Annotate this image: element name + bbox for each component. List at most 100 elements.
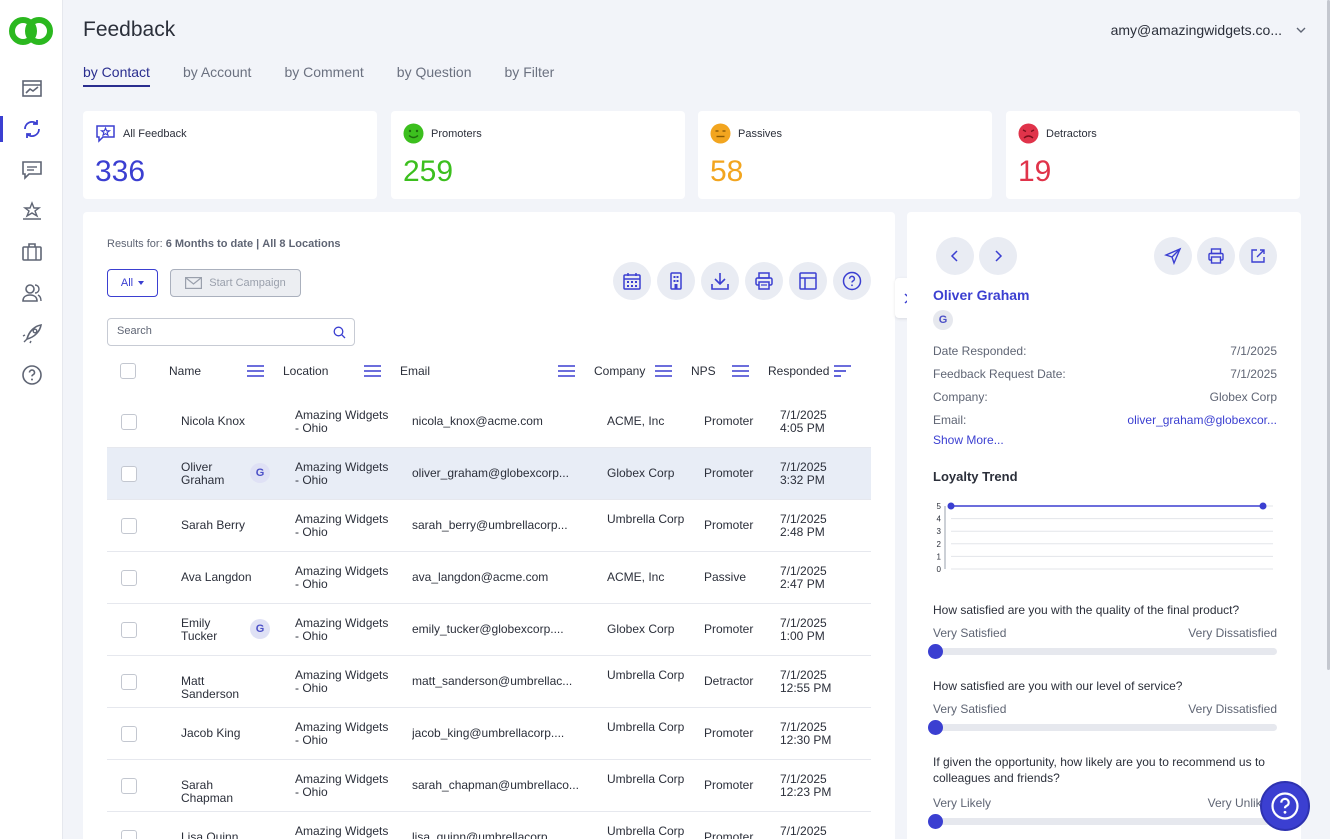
help-chat-button[interactable] (1260, 781, 1310, 831)
slider-knob[interactable] (928, 644, 943, 659)
email-cell: nicola_knox@acme.com (412, 415, 543, 428)
trend-point[interactable] (947, 502, 955, 510)
nav-contacts-icon[interactable] (0, 276, 63, 310)
row-checkbox[interactable] (121, 414, 137, 430)
show-more-link[interactable]: Show More... (933, 433, 1004, 447)
answer-slider[interactable] (928, 720, 1277, 735)
table-row[interactable]: Sarah Berry Amazing Widgets - Ohio sarah… (107, 500, 871, 552)
column-menu-icon[interactable] (558, 364, 575, 378)
page-scrollbar[interactable] (1327, 0, 1330, 670)
nav-feedback-icon[interactable] (0, 112, 63, 146)
email-cell: sarah_berry@umbrellacorp... (412, 519, 568, 532)
table-row[interactable]: Nicola Knox Amazing Widgets - Ohio nicol… (107, 396, 871, 448)
contact-name[interactable]: Nicola Knox (181, 414, 246, 428)
table-row[interactable]: Emily Tucker G Amazing Widgets - Ohio em… (107, 604, 871, 656)
tab-by-contact[interactable]: by Contact (83, 64, 150, 87)
brand-logo[interactable] (8, 14, 54, 48)
responded-time: 12:55 PM (780, 681, 832, 695)
column-menu-icon[interactable] (655, 364, 672, 378)
contact-name[interactable]: Lisa Quinn (181, 830, 239, 839)
row-checkbox[interactable] (121, 778, 137, 794)
search-icon[interactable] (333, 326, 346, 339)
user-menu[interactable]: amy@amazingwidgets.co... (1111, 22, 1306, 38)
print-contact-button[interactable] (1197, 237, 1235, 275)
sort-desc-icon[interactable] (834, 364, 851, 378)
contact-name[interactable]: Matt Sanderson (181, 674, 240, 701)
tab-by-comment[interactable]: by Comment (284, 64, 364, 80)
calendar-icon (623, 273, 641, 290)
trend-point[interactable] (1259, 502, 1267, 510)
locations-button[interactable] (657, 262, 695, 300)
contact-name[interactable]: Sarah Berry (181, 518, 246, 532)
all-filter-dropdown[interactable]: All (107, 269, 158, 297)
nav-briefcase-icon[interactable] (0, 235, 63, 269)
table-row[interactable]: Ava Langdon Amazing Widgets - Ohio ava_l… (107, 552, 871, 604)
table-row[interactable]: Sarah Chapman Amazing Widgets - Ohio sar… (107, 760, 871, 812)
previous-contact-button[interactable] (936, 237, 974, 275)
tab-by-filter[interactable]: by Filter (504, 64, 555, 80)
date-range-button[interactable] (613, 262, 651, 300)
email-link[interactable]: oliver_graham@globexcor... (1127, 413, 1277, 427)
column-name[interactable]: Name (169, 364, 202, 378)
print-button[interactable] (745, 262, 783, 300)
column-company[interactable]: Company (594, 364, 646, 378)
nav-dashboard-icon[interactable] (0, 71, 63, 105)
row-checkbox[interactable] (121, 674, 137, 690)
responded-date: 7/1/2025 (780, 668, 827, 682)
nav-reviews-icon[interactable] (0, 194, 63, 228)
contact-name[interactable]: Oliver Graham (181, 460, 225, 487)
answer-slider[interactable] (928, 644, 1277, 659)
column-menu-icon[interactable] (247, 364, 264, 378)
help-button[interactable] (833, 262, 871, 300)
kpi-detractors[interactable]: Detractors 19 (1006, 111, 1300, 199)
start-campaign-button[interactable]: Start Campaign (170, 269, 301, 297)
row-checkbox[interactable] (121, 622, 137, 638)
table-row[interactable]: Matt Sanderson Amazing Widgets - Ohio ma… (107, 656, 871, 708)
column-email[interactable]: Email (400, 364, 431, 378)
layout-button[interactable] (789, 262, 827, 300)
tab-by-account[interactable]: by Account (182, 64, 252, 80)
responded-time: 2:48 PM (780, 525, 825, 539)
kpi-passives[interactable]: Passives 58 (698, 111, 992, 199)
contact-name[interactable]: Oliver Graham (933, 287, 1030, 303)
slider-knob[interactable] (928, 720, 943, 735)
answer-slider[interactable] (928, 814, 1277, 829)
location-cell: Amazing Widgets - Ohio (295, 564, 389, 591)
table-row[interactable]: Jacob King Amazing Widgets - Ohio jacob_… (107, 708, 871, 760)
nav-help-icon[interactable] (0, 358, 63, 392)
contact-name[interactable]: Emily Tucker (181, 616, 218, 643)
kpi-all-feedback[interactable]: All Feedback 336 (83, 111, 377, 199)
row-checkbox[interactable] (121, 726, 137, 742)
column-responded[interactable]: Responded (768, 364, 830, 378)
slider-knob[interactable] (928, 814, 943, 829)
question-icon (842, 271, 862, 291)
column-location[interactable]: Location (283, 364, 329, 378)
next-contact-button[interactable] (979, 237, 1017, 275)
contact-name[interactable]: Sarah Chapman (181, 778, 234, 805)
open-external-button[interactable] (1239, 237, 1277, 275)
tab-by-question[interactable]: by Question (396, 64, 472, 80)
contact-name[interactable]: Jacob King (181, 726, 241, 740)
row-checkbox[interactable] (121, 466, 137, 482)
nav-comments-icon[interactable] (0, 153, 63, 187)
column-menu-icon[interactable] (364, 364, 381, 378)
search-input[interactable] (117, 325, 317, 337)
send-button[interactable] (1154, 237, 1192, 275)
row-checkbox[interactable] (121, 518, 137, 534)
row-checkbox[interactable] (121, 830, 137, 839)
table-row[interactable]: Lisa Quinn Amazing Widgets - Ohio lisa_q… (107, 812, 871, 839)
row-checkbox[interactable] (121, 570, 137, 586)
table-row[interactable]: Oliver Graham G Amazing Widgets - Ohio o… (107, 448, 871, 500)
column-nps[interactable]: NPS (691, 364, 716, 378)
select-all-checkbox[interactable] (120, 363, 136, 379)
kpi-label: Passives (738, 128, 783, 140)
kpi-promoters[interactable]: Promoters 259 (391, 111, 685, 199)
printer-icon (1208, 248, 1224, 264)
nps-cell: Promoter (704, 830, 754, 839)
download-button[interactable] (701, 262, 739, 300)
detail-company: Company: Globex Corp (933, 390, 1277, 404)
column-menu-icon[interactable] (732, 364, 749, 378)
y-tick-label: 3 (937, 527, 942, 536)
nav-launch-icon[interactable] (0, 317, 63, 351)
contact-name[interactable]: Ava Langdon (181, 570, 252, 584)
